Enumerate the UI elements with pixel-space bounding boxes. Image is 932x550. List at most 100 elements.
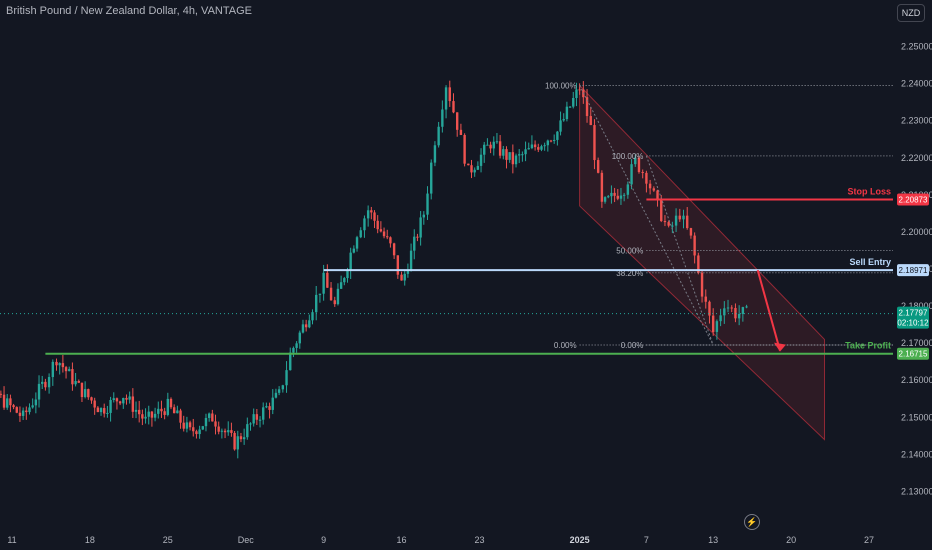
candle-body (217, 426, 220, 432)
candle-body (258, 419, 262, 421)
candle-body (103, 408, 106, 414)
candle-body (137, 409, 141, 415)
candle-body (467, 163, 470, 166)
candle-body (505, 149, 508, 160)
x-tick-label: 25 (163, 535, 173, 545)
candle-body (118, 401, 122, 404)
candle-body (322, 272, 325, 294)
candle-body (41, 381, 44, 384)
candle-body (214, 421, 217, 427)
candle-body (326, 272, 329, 288)
candle-body (745, 306, 748, 308)
candle-body (495, 141, 499, 143)
candle-body (603, 197, 607, 202)
candle-body (448, 87, 451, 102)
candle-body (153, 413, 157, 418)
candle-body (572, 98, 575, 107)
candle-body (634, 157, 637, 165)
candle-body (301, 324, 305, 333)
fib-major-trend (579, 85, 714, 346)
candle-body (61, 363, 65, 368)
candle-body (498, 141, 502, 156)
candle-body (613, 192, 616, 196)
candle-body (479, 154, 483, 166)
candle-body (195, 431, 198, 435)
candle-body (483, 144, 486, 155)
candle-body (697, 255, 700, 273)
candle-body (106, 412, 109, 414)
candle-body (281, 385, 285, 390)
candle-body (565, 106, 569, 120)
candle-body (715, 321, 719, 332)
candle-body (169, 398, 173, 408)
candle-body (616, 195, 619, 199)
x-tick-label: 18 (85, 535, 95, 545)
candle-body (396, 255, 400, 275)
candle-body (734, 307, 737, 319)
current-price-text: 2.17797 (899, 309, 928, 318)
candle-body (12, 405, 15, 408)
candle-body (470, 165, 473, 173)
candle-body (355, 237, 359, 249)
candle-body (552, 139, 556, 141)
candle-body (185, 422, 189, 429)
candle-body (674, 215, 678, 226)
candle-body (708, 301, 711, 316)
candle-body (179, 410, 182, 423)
candle-body (433, 145, 437, 163)
candle-body (318, 293, 322, 295)
candle-body (15, 407, 18, 413)
candle-body (556, 131, 559, 140)
bolt-icon[interactable]: ⚡ (744, 514, 760, 530)
candle-body (463, 134, 466, 164)
y-tick-label: 2.20000 (901, 227, 932, 237)
candle-body (413, 236, 416, 251)
candle-body (37, 383, 41, 400)
candle-body (723, 308, 726, 316)
candle-body (373, 212, 376, 221)
candle-body (422, 214, 426, 218)
candle-body (268, 406, 271, 410)
candle-body (514, 155, 518, 165)
x-tick-label: 27 (864, 535, 874, 545)
candle-body (382, 231, 386, 237)
candle-body (660, 198, 663, 222)
candle-body (68, 369, 71, 372)
y-tick-label: 2.17000 (901, 338, 932, 348)
candle-body (236, 436, 239, 450)
candle-body (230, 430, 233, 433)
candle-body (489, 144, 492, 149)
candle-body (419, 217, 422, 238)
candle-body (172, 407, 176, 414)
candle-body (363, 218, 366, 231)
candle-body (77, 381, 80, 383)
fib-minor-label: 0.00% (621, 341, 644, 350)
candle-body (2, 394, 6, 408)
x-tick-label: 11 (7, 535, 16, 545)
candle-body (376, 220, 379, 230)
candle-body (693, 235, 696, 256)
candle-body (537, 147, 540, 150)
currency-button[interactable]: NZD (897, 4, 925, 22)
candle-body (648, 183, 652, 189)
candle-body (568, 106, 572, 108)
candle-body (198, 429, 201, 435)
candle-body (343, 278, 346, 283)
candle-body (115, 398, 119, 402)
candle-body (271, 397, 274, 410)
chart-title: British Pound / New Zealand Dollar, 4h, … (6, 5, 252, 17)
candle-body (610, 192, 613, 197)
candle-body (589, 116, 592, 126)
candle-body (157, 408, 160, 414)
candle-body (64, 367, 68, 372)
fib-minor-label: 100.00% (612, 152, 644, 161)
candle-body (593, 125, 596, 161)
candle-body (686, 215, 689, 229)
candle-body (667, 222, 670, 226)
fib-major-label: 100.00% (545, 81, 577, 90)
candle-body (147, 411, 150, 417)
candle-body (366, 210, 370, 219)
candle-body (656, 190, 659, 199)
candle-body (671, 225, 674, 227)
